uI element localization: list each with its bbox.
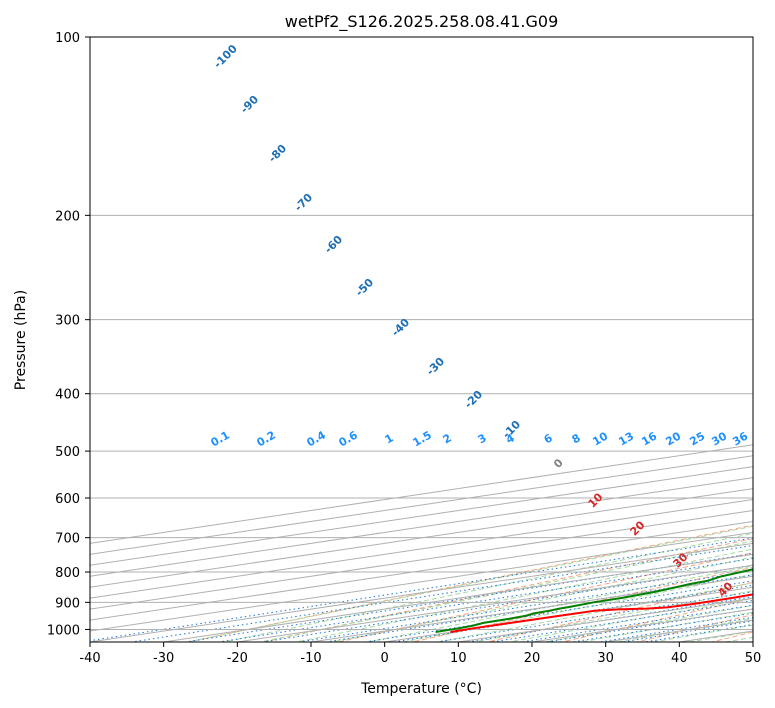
x-tick-label: 10: [450, 651, 467, 666]
moist-adiabat-line: [184, 525, 753, 642]
x-tick-label: 30: [597, 651, 614, 666]
isotherm-gridline: [90, 477, 753, 577]
chart-title: wetPf2_S126.2025.258.08.41.G09: [285, 12, 559, 32]
grid-lines: [90, 37, 753, 642]
temperature-profile-line: [450, 593, 753, 633]
y-tick-label: 300: [55, 314, 80, 329]
x-tick-label: -20: [227, 651, 248, 666]
x-tick-label: -40: [79, 651, 100, 666]
moist-adiabat-line: [400, 573, 753, 642]
y-tick-label: 100: [55, 31, 80, 46]
plot-frame: [89, 36, 754, 643]
y-axis: 1000 900 800 700 600 500 400 300 200 100: [47, 31, 90, 638]
y-tick-label: 700: [55, 532, 80, 547]
dry-adiabat-line: [261, 538, 753, 642]
x-tick-label: -30: [153, 651, 174, 666]
moist-adiabat-line: [221, 532, 753, 642]
isotherm-gridline: [90, 509, 753, 610]
dewpoint-profile-line: [435, 568, 753, 633]
moist-adiabat-line: [506, 597, 753, 642]
x-tick-label: 20: [524, 651, 541, 666]
y-tick-label: 900: [55, 596, 80, 611]
x-tick-label: 50: [745, 651, 762, 666]
y-axis-label: Pressure (hPa): [13, 290, 29, 390]
x-axis-label: Temperature (°C): [360, 681, 482, 697]
y-tick-label: 600: [55, 492, 80, 507]
moist-adiabat-line: [329, 556, 753, 642]
y-tick-label: 800: [55, 566, 80, 581]
x-tick-label: 40: [671, 651, 688, 666]
isotherm-gridline: [90, 466, 753, 566]
moist-adiabat-line: [257, 540, 753, 642]
x-axis: -40 -30 -20 -10 0 10 20 30 40 50: [79, 642, 761, 666]
isotherm-gridline: [90, 499, 753, 599]
isotherm-gridline: [90, 520, 753, 621]
isotherm-gridline: [752, 641, 753, 642]
y-tick-label: 200: [55, 209, 80, 224]
isotherm-gridline: [90, 455, 753, 555]
y-tick-label: 1000: [47, 623, 80, 638]
y-tick-label: 500: [55, 445, 80, 460]
isotherm-gridline: [90, 488, 753, 588]
x-tick-label: -10: [300, 651, 321, 666]
isotherm-gridline: [90, 531, 753, 632]
x-tick-label: 0: [381, 651, 389, 666]
plot-background: [90, 37, 753, 642]
dry-adiabat-line: [560, 597, 753, 642]
series-lines: [435, 568, 753, 633]
y-tick-label: 400: [55, 388, 80, 403]
moist-adiabat-line: [471, 590, 753, 642]
isotherm-gridline: [90, 444, 753, 544]
